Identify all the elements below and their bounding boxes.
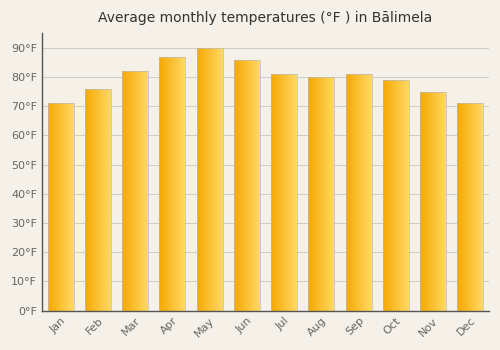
Bar (308, 77, 334, 310)
Bar (271, 74, 297, 310)
Bar (122, 71, 148, 310)
Bar (85, 89, 111, 310)
Bar (382, 80, 409, 310)
Bar (457, 103, 483, 310)
Bar (346, 74, 372, 310)
Bar (234, 60, 260, 310)
Title: Average monthly temperatures (°F ) in Bālimela: Average monthly temperatures (°F ) in Bā… (98, 11, 432, 25)
Bar (196, 48, 222, 310)
Bar (420, 92, 446, 310)
Bar (48, 103, 74, 310)
Bar (160, 57, 186, 310)
